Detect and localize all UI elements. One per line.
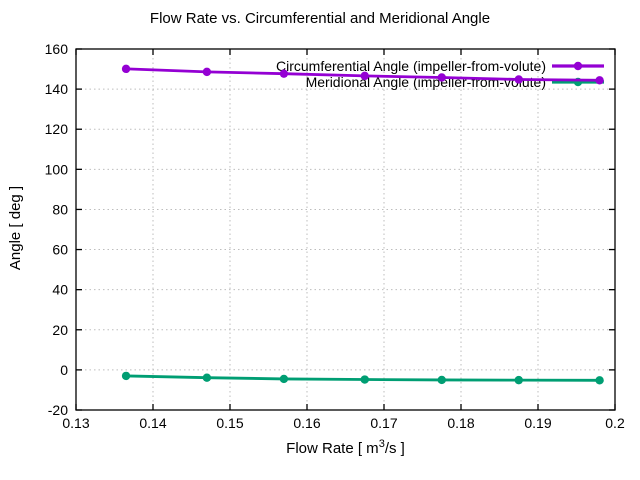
data-point [121, 64, 131, 74]
y-tick-label: 120 [45, 121, 69, 137]
data-point [437, 73, 446, 82]
y-tick-label: 80 [52, 201, 68, 217]
data-point [437, 375, 446, 385]
x-tick-label: 0.14 [139, 415, 166, 431]
data-point [514, 75, 523, 84]
y-tick-label: 40 [52, 282, 68, 298]
x-axis-label-superscript: 3 [378, 438, 385, 450]
data-point [279, 374, 289, 384]
data-point [202, 67, 212, 77]
x-tick-label: 0.2 [605, 415, 625, 431]
data-point [121, 371, 131, 381]
x-tick-label: 0.18 [447, 415, 474, 431]
x-tick-label: 0.17 [370, 415, 397, 431]
data-point [595, 76, 604, 85]
y-tick-label: -20 [48, 402, 68, 418]
x-axis-label: Flow Rate [ m3/s ] [76, 438, 615, 458]
chart-title: Flow Rate vs. Circumferential and Meridi… [149, 10, 491, 27]
y-tick-label: 0 [60, 362, 68, 378]
y-tick-label: 140 [45, 81, 69, 97]
data-point [202, 373, 212, 382]
y-tick-label: 60 [52, 242, 68, 258]
plot-border [75, 48, 616, 411]
y-tick-label: 100 [45, 161, 69, 177]
legend-label: Circumferential Angle (impeller-from-vol… [276, 58, 546, 74]
x-tick-label: 0.16 [293, 415, 320, 431]
axes [75, 48, 616, 411]
x-axis-label-text: Flow Rate [ m [286, 440, 379, 457]
x-axis-label-unit: /s ] [384, 440, 405, 457]
grid-lines [76, 49, 615, 410]
y-tick-label: 160 [45, 41, 69, 57]
data-point [595, 376, 604, 385]
y-tick-label: 20 [52, 322, 68, 338]
data-point [514, 375, 523, 385]
tick-labels: 0.13 0.14 0.15 0.16 0.17 0.18 0.19 0.2 -20 0 20 40 6… [45, 41, 625, 431]
x-tick-label: 0.13 [62, 415, 89, 431]
data-series [121, 64, 604, 385]
x-tick-label: 0.19 [524, 415, 551, 431]
x-tick-label: 0.15 [216, 415, 243, 431]
data-point [279, 69, 289, 78]
data-point [360, 71, 369, 81]
data-point [360, 375, 369, 384]
legend-sample-point [573, 61, 583, 71]
